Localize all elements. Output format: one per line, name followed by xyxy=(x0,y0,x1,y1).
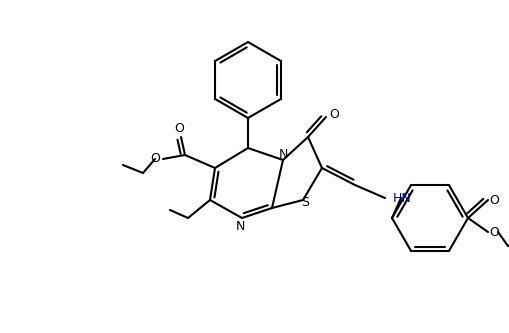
Text: HN: HN xyxy=(392,191,411,204)
Text: O: O xyxy=(488,193,498,206)
Text: O: O xyxy=(488,225,498,238)
Text: O: O xyxy=(174,123,184,136)
Text: O: O xyxy=(328,109,338,122)
Text: O: O xyxy=(150,153,160,166)
Text: S: S xyxy=(300,195,308,208)
Text: N: N xyxy=(235,219,244,232)
Text: N: N xyxy=(278,148,287,161)
